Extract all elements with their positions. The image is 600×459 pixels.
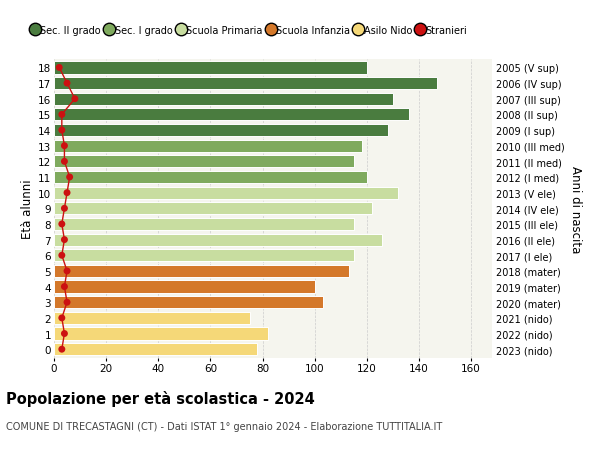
Legend: Sec. II grado, Sec. I grado, Scuola Primaria, Scuola Infanzia, Asilo Nido, Stran: Sec. II grado, Sec. I grado, Scuola Prim… [32,26,467,36]
Point [59,236,69,244]
Point [62,299,72,306]
Bar [54,297,323,308]
Bar [54,250,354,262]
Bar [54,218,354,230]
Text: COMUNE DI TRECASTAGNI (CT) - Dati ISTAT 1° gennaio 2024 - Elaborazione TUTTITALI: COMUNE DI TRECASTAGNI (CT) - Dati ISTAT … [6,421,442,431]
Bar [54,234,383,246]
Bar [54,203,372,215]
Bar [54,312,250,324]
Bar [54,328,268,340]
Point [62,80,72,88]
Point [62,190,72,197]
Point [57,112,67,119]
Point [59,330,69,337]
Point [59,158,69,166]
Point [59,283,69,291]
Y-axis label: Anni di nascita: Anni di nascita [569,165,581,252]
Bar [54,156,354,168]
Text: Popolazione per età scolastica - 2024: Popolazione per età scolastica - 2024 [6,390,315,406]
Bar [54,78,437,90]
Point [57,314,67,322]
Bar [54,281,315,293]
Bar [54,265,349,277]
Bar [54,94,393,106]
Point [65,174,74,181]
Bar [54,62,367,74]
Bar [54,125,388,137]
Point [62,268,72,275]
Y-axis label: Età alunni: Età alunni [21,179,34,239]
Point [59,143,69,150]
Point [57,221,67,228]
Point [59,205,69,213]
Point [57,346,67,353]
Point [70,96,80,103]
Point [57,127,67,134]
Point [57,252,67,259]
Bar [54,343,257,356]
Bar [54,187,398,199]
Bar [54,109,409,121]
Bar [54,140,362,152]
Bar [54,172,367,184]
Point [55,65,64,72]
